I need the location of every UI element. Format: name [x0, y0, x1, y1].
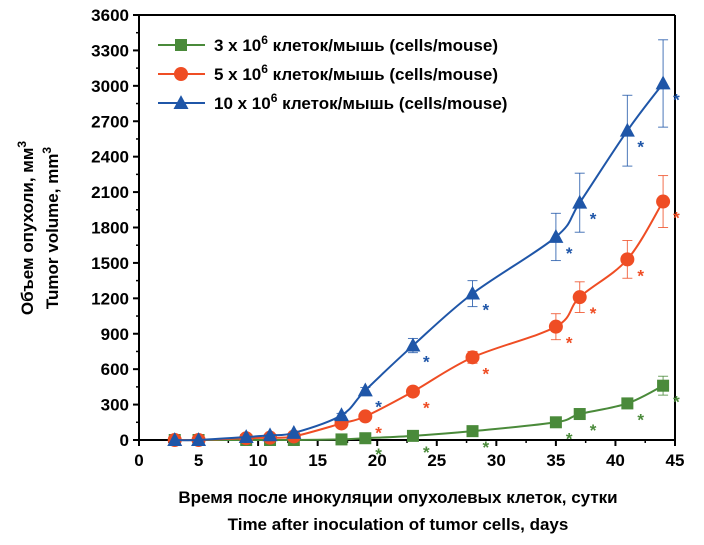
x-axis-title-line-1: Время после инокуляции опухолевых клеток…	[178, 488, 617, 507]
y-tick-label: 600	[101, 360, 129, 379]
significance-star: *	[637, 410, 644, 429]
series-layer: * * * * * * * * * * * * * * * * * * * * *	[167, 39, 680, 464]
significance-star: *	[673, 209, 680, 228]
legend-label: 5 x 106 клеток/мышь (cells/mouse)	[214, 62, 498, 84]
y-tick-label: 3000	[91, 77, 129, 96]
y-tick-label: 1500	[91, 254, 129, 273]
y-axis-title-line-1: Объем опухоли, мм3	[15, 141, 37, 316]
significance-star: *	[375, 423, 382, 442]
series-2: * * * * * * *	[167, 175, 680, 447]
data-point	[465, 350, 480, 365]
data-point	[286, 424, 302, 439]
y-axis-title-line-2: Tumor volume, mm3	[40, 147, 62, 310]
data-point	[657, 379, 670, 392]
legend-label: 3 x 106 клеток/мышь (cells/mouse)	[214, 33, 498, 55]
y-tick-label: 1800	[91, 219, 129, 238]
significance-star: *	[423, 399, 430, 418]
significance-star: *	[483, 438, 490, 457]
y-tick-label: 2100	[91, 183, 129, 202]
data-point	[406, 429, 419, 442]
x-tick-label: 25	[427, 451, 446, 470]
data-point	[620, 252, 635, 267]
significance-star: *	[637, 138, 644, 157]
data-point	[357, 382, 373, 397]
data-point	[238, 429, 254, 443]
x-tick-label: 20	[368, 451, 387, 470]
data-point	[167, 432, 183, 446]
significance-star: *	[673, 90, 680, 109]
significance-star: *	[566, 429, 573, 448]
data-point	[466, 425, 479, 438]
data-point	[573, 408, 586, 421]
legend-marker	[173, 95, 189, 109]
y-tick-label: 3600	[91, 6, 129, 25]
significance-star: *	[590, 421, 597, 440]
y-tick-label: 1200	[91, 289, 129, 308]
data-point	[405, 337, 421, 352]
series-1: * * * * * * *	[168, 375, 680, 464]
data-point	[548, 229, 564, 243]
axis-titles: Время после инокуляции опухолевых клеток…	[15, 141, 618, 534]
legend-item-2: 5 x 106 клеток/мышь (cells/mouse)	[158, 62, 498, 84]
y-tick-label: 3300	[91, 41, 129, 60]
x-tick-label: 45	[666, 451, 685, 470]
significance-star: *	[375, 445, 382, 464]
data-point	[333, 407, 349, 422]
data-point	[465, 285, 481, 300]
x-axis-title-line-2: Time after inoculation of tumor cells, d…	[228, 515, 569, 534]
x-tick-label: 5	[194, 451, 203, 470]
y-tick-label: 2700	[91, 112, 129, 131]
data-point	[655, 75, 671, 90]
significance-star: *	[566, 334, 573, 353]
data-point	[359, 432, 372, 445]
x-tick-label: 0	[134, 451, 143, 470]
data-point	[619, 122, 635, 137]
significance-star: *	[375, 397, 382, 416]
significance-star: *	[637, 266, 644, 285]
x-tick-label: 10	[249, 451, 268, 470]
significance-star: *	[590, 304, 597, 323]
y-tick-label: 300	[101, 396, 129, 415]
x-tick-label: 35	[546, 451, 565, 470]
significance-star: *	[483, 364, 490, 383]
legend-item-3: 10 x 106 клеток/мышь (cells/mouse)	[158, 91, 507, 113]
y-tick-label: 900	[101, 325, 129, 344]
data-point	[262, 427, 278, 442]
significance-star: *	[673, 393, 680, 412]
y-tick-label: 0	[120, 431, 129, 450]
data-point	[405, 384, 420, 399]
legend-label: 10 x 106 клеток/мышь (cells/mouse)	[214, 91, 507, 113]
x-tick-label: 40	[606, 451, 625, 470]
data-point	[656, 194, 671, 209]
series-line	[174, 82, 664, 442]
legend-marker	[174, 67, 188, 81]
significance-star: *	[566, 244, 573, 263]
y-tick-label: 2400	[91, 148, 129, 167]
data-point	[335, 433, 348, 446]
significance-star: *	[483, 301, 490, 320]
x-tick-label: 30	[487, 451, 506, 470]
series-3: * * * * * * *	[167, 39, 680, 446]
data-point	[358, 409, 373, 424]
significance-star: *	[590, 210, 597, 229]
data-point	[572, 194, 588, 209]
data-point	[621, 397, 634, 410]
significance-star: *	[423, 353, 430, 372]
data-point	[548, 319, 563, 334]
legend-marker	[175, 39, 187, 51]
legend: 3 x 106 клеток/мышь (cells/mouse) 5 x 106…	[158, 33, 507, 113]
data-point	[191, 432, 207, 446]
significance-star: *	[423, 443, 430, 462]
data-point	[549, 416, 562, 429]
legend-item-1: 3 x 106 клеток/мышь (cells/mouse)	[158, 33, 498, 55]
x-tick-label: 15	[308, 451, 327, 470]
data-point	[572, 290, 587, 305]
